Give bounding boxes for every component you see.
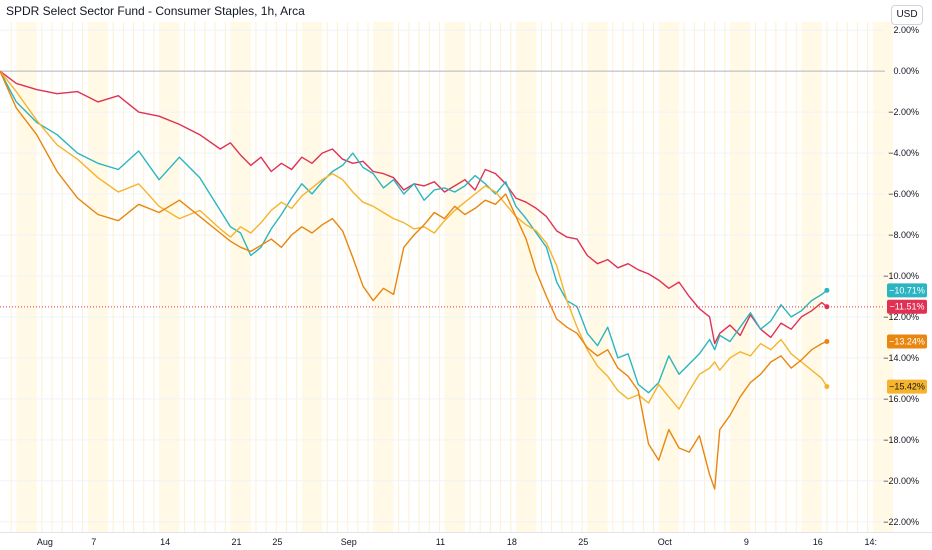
- currency-button[interactable]: USD: [891, 5, 923, 25]
- y-tick-label: −16.00%: [883, 394, 919, 404]
- session-band: [872, 22, 883, 532]
- y-tick-label: 2.00%: [893, 25, 919, 35]
- series-last-point-4: [824, 339, 830, 345]
- session-band: [26, 22, 37, 532]
- session-band: [311, 22, 323, 532]
- x-tick-label: 18: [507, 537, 517, 547]
- series-last-point-2: [824, 287, 830, 293]
- y-tick-label: −6.00%: [888, 189, 919, 199]
- y-tick-label: 0.00%: [893, 66, 919, 76]
- session-band: [383, 22, 394, 532]
- last-value-badge: −11.51%: [887, 299, 927, 314]
- session-band: [301, 22, 312, 532]
- session-band: [230, 22, 241, 532]
- last-value-badge: −13.24%: [887, 334, 927, 349]
- x-tick-label: 16: [813, 537, 823, 547]
- series-line-4[interactable]: [0, 70, 828, 490]
- last-value-badge: −15.42%: [887, 379, 927, 394]
- x-tick-label: Oct: [658, 537, 673, 547]
- x-tick-label: 9: [744, 537, 749, 547]
- last-value-text: −15.42%: [889, 382, 925, 392]
- x-tick-label: 11: [436, 537, 445, 547]
- session-band: [454, 22, 465, 532]
- y-tick-label: −12.00%: [883, 312, 919, 322]
- session-band: [16, 22, 27, 532]
- session-band: [587, 22, 598, 532]
- x-tick-label: 25: [272, 537, 282, 547]
- y-tick-label: −18.00%: [883, 435, 919, 445]
- last-value-badge: −10.71%: [887, 283, 927, 298]
- session-band: [515, 22, 527, 532]
- session-band: [597, 22, 608, 532]
- session-band: [97, 22, 109, 532]
- session-band: [159, 22, 170, 532]
- series-line-2[interactable]: [0, 70, 828, 394]
- y-tick-label: −2.00%: [888, 107, 919, 117]
- y-tick-label: −22.00%: [883, 517, 919, 527]
- session-band: [87, 22, 98, 532]
- chart-title: SPDR Select Sector Fund - Consumer Stapl…: [6, 4, 305, 18]
- x-tick-label: 25: [578, 537, 588, 547]
- y-tick-label: −14.00%: [883, 353, 919, 363]
- y-tick-label: −8.00%: [888, 230, 919, 240]
- y-axis: 2.00% 0.00% −2.00% −4.00% −6.00% −8.00% −10.00…: [883, 25, 919, 527]
- session-bands: [10, 22, 894, 532]
- series-line-1[interactable]: [0, 70, 828, 345]
- x-tick-label: 7: [91, 537, 96, 547]
- session-band: [668, 22, 680, 532]
- x-tick-label: Sep: [341, 537, 357, 547]
- session-band: [811, 22, 822, 532]
- x-axis: Aug 7 14 21 25 Sep 11 18 25 Oct 9 16 14:: [0, 532, 932, 547]
- session-band: [444, 22, 455, 532]
- grid-lines: [0, 29, 885, 523]
- session-band: [801, 22, 812, 532]
- x-tick-label: 21: [232, 537, 242, 547]
- series-last-point-3: [824, 384, 830, 390]
- last-value-labels: −10.71% −11.51% −13.24% −15.42%: [887, 283, 927, 394]
- x-tick-label: 14: [160, 537, 170, 547]
- y-tick-label: −20.00%: [883, 476, 919, 486]
- last-value-text: −11.51%: [889, 302, 924, 312]
- session-band: [882, 22, 894, 532]
- session-band: [526, 22, 537, 532]
- last-value-text: −10.71%: [889, 285, 925, 295]
- x-tick-label: Aug: [37, 537, 53, 547]
- x-tick-label: 14:: [864, 537, 877, 547]
- series-last-point-1: [824, 304, 830, 310]
- last-value-text: −13.24%: [889, 337, 925, 347]
- session-band: [658, 22, 669, 532]
- series-lines: [0, 70, 830, 490]
- y-tick-label: −10.00%: [883, 271, 919, 281]
- session-band: [240, 22, 251, 532]
- y-tick-label: −4.00%: [888, 148, 919, 158]
- session-band: [730, 22, 741, 532]
- series-line-3[interactable]: [0, 70, 828, 410]
- session-band: [169, 22, 180, 532]
- session-band: [373, 22, 384, 532]
- session-band: [740, 22, 751, 532]
